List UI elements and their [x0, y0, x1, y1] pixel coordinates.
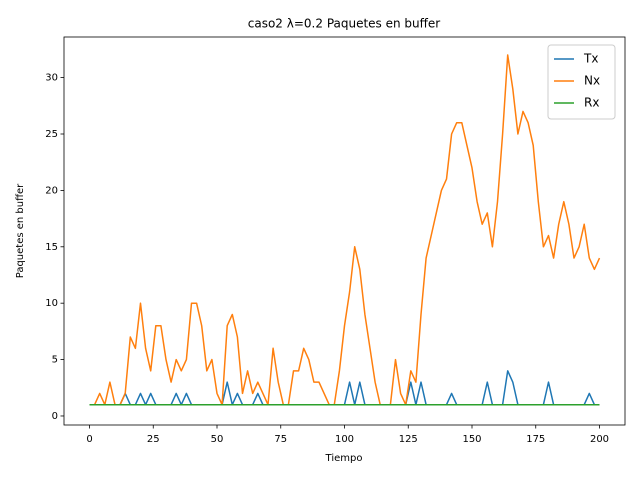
legend: Tx Nx Rx — [547, 44, 616, 120]
x-tick-label: 75 — [274, 434, 287, 445]
y-tick-label: 0 — [52, 411, 58, 422]
x-tick-label: 50 — [211, 434, 224, 445]
plot-area — [89, 54, 601, 406]
line-series — [89, 54, 601, 406]
y-axis-label: Paquetes en buffer — [15, 183, 26, 278]
x-tick-label: 100 — [335, 434, 354, 445]
x-tick-label: 0 — [86, 434, 92, 445]
y-tick-label: 25 — [45, 129, 58, 140]
legend-label: Nx — [584, 74, 600, 88]
x-tick-label: 200 — [590, 434, 609, 445]
x-axis-label: Tiempo — [325, 453, 363, 464]
x-tick-label: 150 — [462, 434, 481, 445]
y-tick-label: 20 — [45, 185, 58, 196]
x-tick-label: 175 — [526, 434, 545, 445]
y-tick-label: 5 — [52, 355, 58, 366]
y-tick-label: 15 — [45, 242, 58, 253]
legend-box — [547, 44, 616, 120]
legend-label: Rx — [584, 96, 599, 110]
x-tick-label: 25 — [147, 434, 160, 445]
legend-label: Tx — [583, 52, 598, 66]
y-tick-label: 10 — [45, 298, 58, 309]
y-tick-label: 30 — [45, 73, 58, 84]
chart-title: caso2 λ=0.2 Paquetes en buffer — [248, 17, 441, 31]
x-tick-label: 125 — [399, 434, 418, 445]
